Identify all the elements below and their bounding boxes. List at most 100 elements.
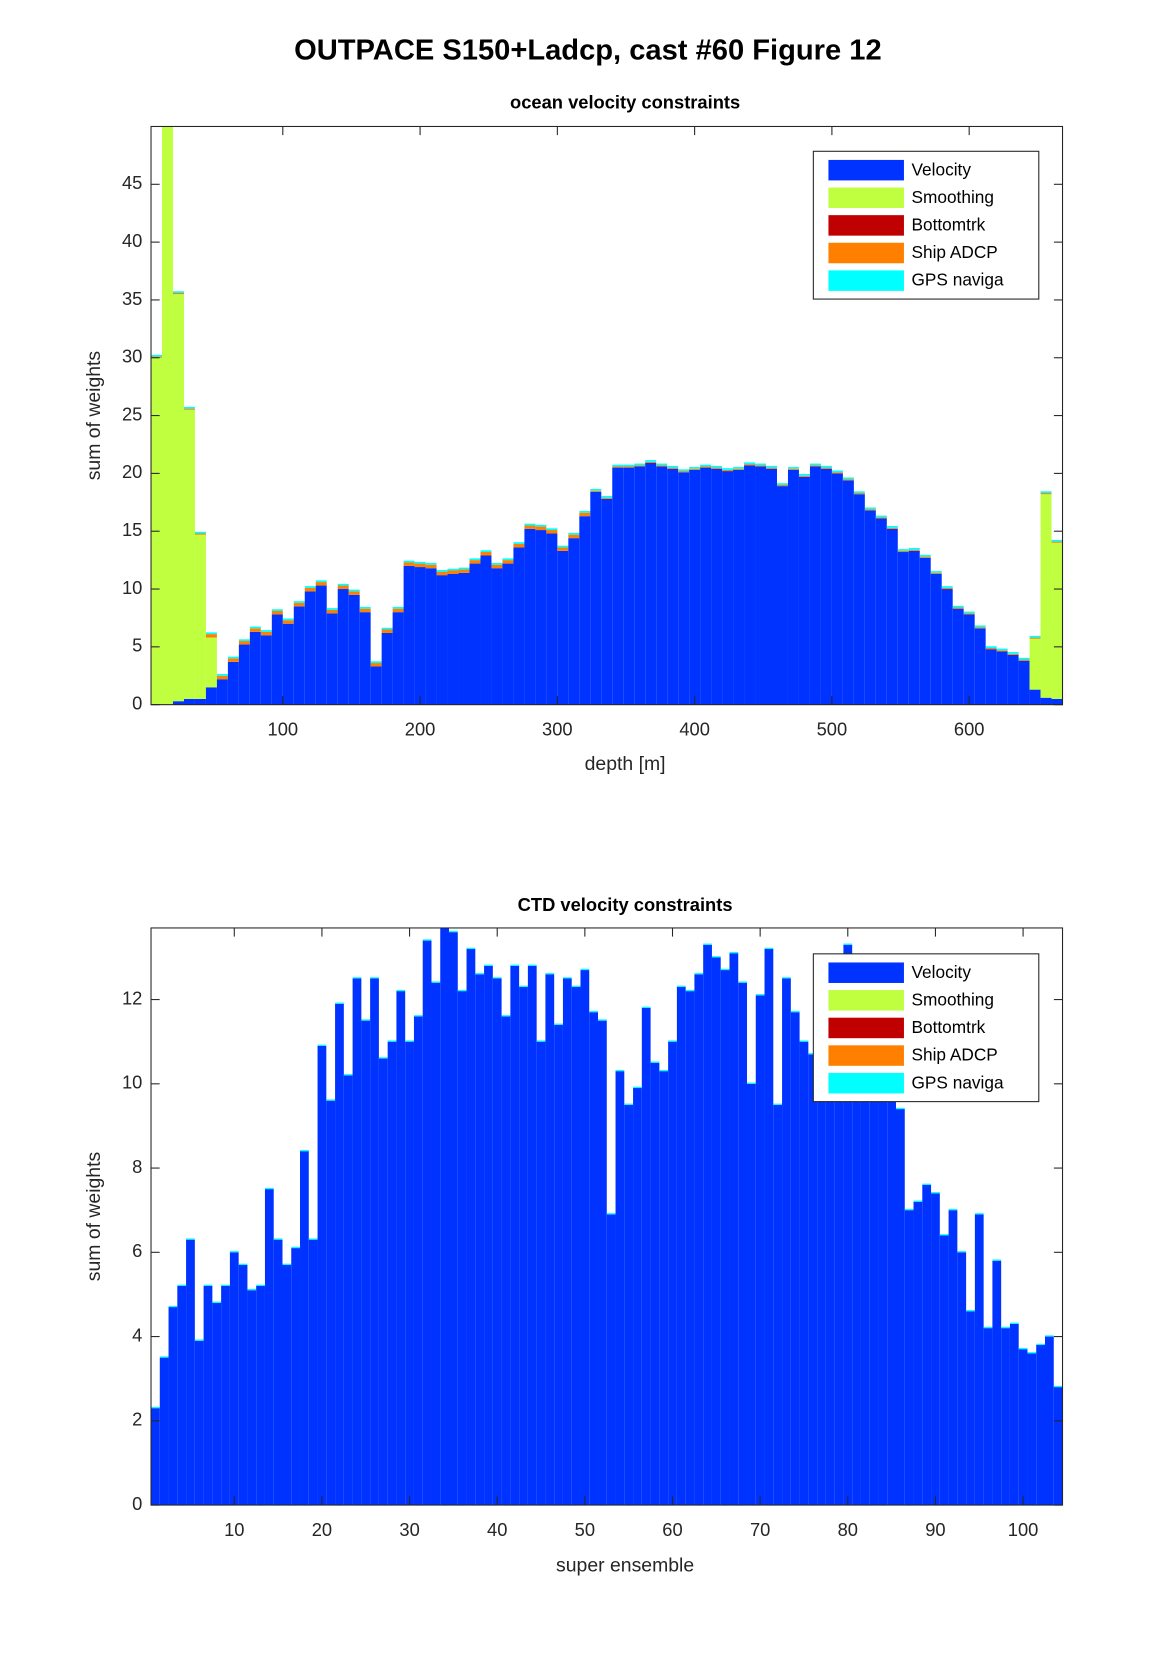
bar-segment xyxy=(557,545,569,548)
bar-segment xyxy=(711,956,721,958)
bar-segment xyxy=(216,675,228,680)
bar-segment xyxy=(457,991,467,1506)
bar-segment xyxy=(606,1214,616,1506)
bar-segment xyxy=(568,534,580,539)
bar-segment xyxy=(966,1310,975,1312)
bar-segment xyxy=(782,977,791,979)
bar-segment xyxy=(229,1252,239,1506)
bar-segment xyxy=(457,989,467,992)
bar-segment xyxy=(808,1053,818,1055)
bar-segment xyxy=(689,468,701,470)
bar-segment xyxy=(381,627,393,630)
bar-segment xyxy=(733,467,745,469)
bar-segment xyxy=(387,1040,397,1042)
bar-segment xyxy=(392,606,404,609)
bar-segment xyxy=(864,507,876,510)
bar-segment xyxy=(1053,1385,1063,1388)
bar-segment xyxy=(403,560,415,563)
bar-segment xyxy=(440,927,450,1506)
bar-segment xyxy=(359,608,371,613)
bar-segment xyxy=(598,1019,607,1021)
bar-segment xyxy=(1051,539,1063,542)
bar-segment xyxy=(227,656,239,659)
bar-segment xyxy=(886,527,898,529)
bar-segment xyxy=(700,464,712,467)
bar-segment xyxy=(645,462,657,705)
bar-segment xyxy=(212,1301,222,1303)
bar-segment xyxy=(343,1074,353,1076)
bar-segment xyxy=(1018,660,1030,705)
bar-segment xyxy=(475,973,485,975)
y-tick-label: 0 xyxy=(132,1493,142,1514)
bar-segment xyxy=(1007,652,1019,654)
bar-segment xyxy=(466,947,476,950)
bar-segment xyxy=(668,1040,677,1042)
bar-segment xyxy=(348,589,360,592)
bar-segment xyxy=(711,957,721,1506)
bar-segment xyxy=(492,977,502,979)
bar-segment xyxy=(817,982,826,1506)
y-tick-label: 30 xyxy=(122,346,142,367)
legend-label: Bottomtrk xyxy=(912,1017,986,1037)
bar-segment xyxy=(820,467,832,469)
bar-segment xyxy=(282,618,294,621)
bar-segment xyxy=(678,472,690,705)
bar-segment xyxy=(747,1083,756,1506)
legend: Velocity Smoothing Bottomtrk Ship ADCP GPS n… xyxy=(812,150,1040,300)
legend-label: GPS naviga xyxy=(912,1072,1004,1092)
bar-segment xyxy=(992,1259,1002,1261)
bar-segment xyxy=(667,465,679,468)
bar-segment xyxy=(348,594,360,705)
bar-segment xyxy=(326,613,338,705)
bar-segment xyxy=(615,1069,625,1072)
bar-segment xyxy=(326,609,338,614)
bar-segment xyxy=(733,468,745,470)
bar-segment xyxy=(869,1083,879,1506)
bar-segment xyxy=(300,1149,309,1152)
bar-segment xyxy=(527,965,537,1506)
bar-segment xyxy=(897,550,909,553)
y-tick-label: 25 xyxy=(122,403,142,424)
bar-segment xyxy=(238,1264,248,1506)
bar-segment xyxy=(634,465,646,467)
bar-segment xyxy=(755,995,765,1506)
bar-segment xyxy=(931,1192,940,1194)
bar-segment xyxy=(957,1252,967,1506)
bar-segment xyxy=(554,1024,563,1506)
bar-segment xyxy=(798,475,810,477)
bar-segment xyxy=(414,563,426,568)
bar-segment xyxy=(579,516,591,705)
bar-segment xyxy=(904,1208,914,1211)
bar-segment xyxy=(422,940,432,1506)
bar-segment xyxy=(985,646,997,648)
bar-segment xyxy=(194,1339,204,1341)
bar-segment xyxy=(282,1264,292,1506)
bar-segment xyxy=(985,647,997,650)
bar-segment xyxy=(247,1290,257,1506)
bar-segment xyxy=(524,525,536,529)
bar-segment xyxy=(238,644,250,705)
bar-segment xyxy=(798,473,810,476)
bar-segment xyxy=(747,1082,756,1084)
legend-label: GPS naviga xyxy=(912,270,1004,290)
bar-segment xyxy=(1051,698,1063,705)
bar-segment xyxy=(159,1356,169,1358)
bar-segment xyxy=(904,1210,914,1506)
x-tick-label: 100 xyxy=(1008,1519,1039,1540)
bar-segment xyxy=(1009,1323,1019,1506)
bar-segment xyxy=(974,1213,984,1215)
bar-segment xyxy=(776,483,788,485)
y-tick-label: 10 xyxy=(122,577,142,598)
bar-segment xyxy=(919,554,931,557)
bar-segment xyxy=(183,408,195,410)
bar-segment xyxy=(466,949,476,1506)
bar-segment xyxy=(392,608,404,613)
bar-segment xyxy=(317,1044,327,1046)
bar-segment xyxy=(271,610,283,615)
bar-segment xyxy=(249,631,261,705)
bar-segment xyxy=(790,1010,800,1013)
bar-segment xyxy=(667,467,679,469)
bar-segment xyxy=(151,1406,160,1409)
bar-segment xyxy=(601,498,613,705)
bar-segment xyxy=(931,1193,940,1506)
